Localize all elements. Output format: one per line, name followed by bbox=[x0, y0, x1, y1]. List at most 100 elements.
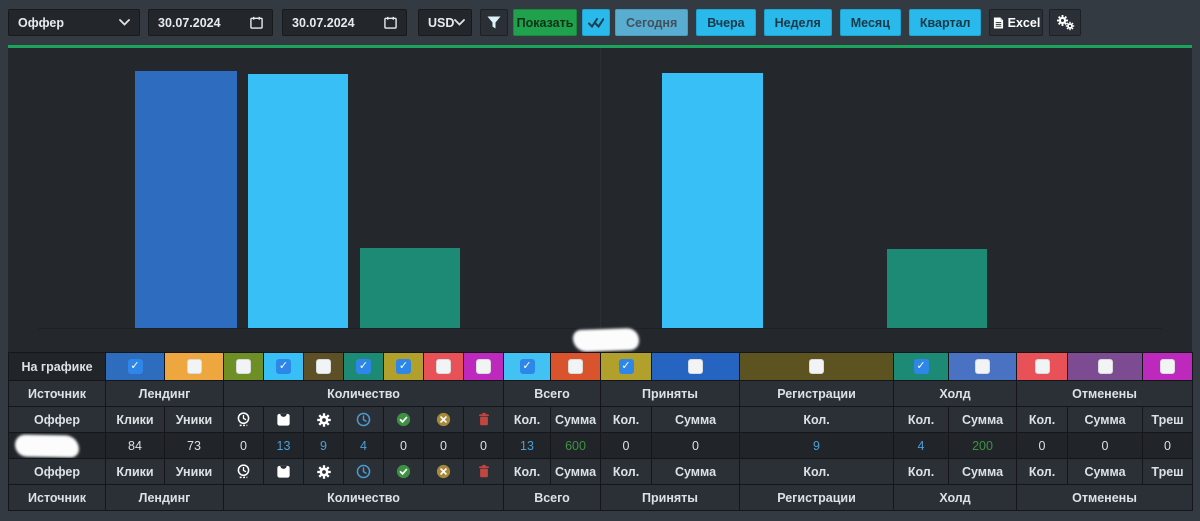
data-cell: 0 bbox=[1067, 432, 1143, 459]
chart-series-checkbox-cell[interactable] bbox=[223, 352, 264, 381]
chart-series-checkbox-cell[interactable] bbox=[1067, 352, 1143, 381]
approved-check-icon bbox=[395, 463, 412, 480]
offer-select[interactable]: Оффер bbox=[8, 9, 140, 36]
data-cell: 0 bbox=[651, 432, 740, 459]
chart-series-checkbox-cell[interactable] bbox=[651, 352, 740, 381]
calendar-icon bbox=[250, 16, 263, 29]
period-button-month[interactable]: Месяц bbox=[839, 9, 901, 36]
checkbox-checked[interactable]: ✓ bbox=[127, 359, 143, 375]
chart-series-checkbox-cell[interactable] bbox=[739, 352, 894, 381]
column-header: Оффер bbox=[8, 458, 106, 485]
group-header-приняты: Приняты bbox=[600, 380, 740, 407]
checkbox-unchecked[interactable] bbox=[236, 359, 251, 375]
period-button-today[interactable]: Сегодня bbox=[615, 9, 689, 36]
cancelled-cross-icon bbox=[435, 463, 452, 480]
chart-bar bbox=[662, 73, 763, 328]
date-to-input[interactable]: 30.07.2024 bbox=[282, 9, 407, 36]
excel-button-label: Excel bbox=[1007, 15, 1041, 30]
checkbox-checked[interactable]: ✓ bbox=[618, 359, 634, 375]
column-header: Сумма bbox=[651, 458, 740, 485]
chart-series-checkbox-cell[interactable] bbox=[550, 352, 601, 381]
column-header-approved-check bbox=[383, 406, 424, 433]
chart-series-checkbox-cell[interactable]: ✓ bbox=[600, 352, 652, 381]
chart-series-checkbox-cell[interactable] bbox=[303, 352, 344, 381]
show-button[interactable]: Показать bbox=[513, 9, 577, 36]
cancelled-cross-icon bbox=[435, 411, 452, 428]
column-header: Сумма bbox=[1067, 458, 1143, 485]
chart-series-checkbox-cell[interactable]: ✓ bbox=[503, 352, 551, 381]
data-cell: 9 bbox=[303, 432, 344, 459]
checkbox-unchecked[interactable] bbox=[316, 359, 331, 375]
chart-bar bbox=[360, 248, 460, 328]
chart-series-checkbox-cell[interactable] bbox=[164, 352, 224, 381]
checkbox-unchecked[interactable] bbox=[476, 359, 491, 375]
column-header-pending-clock bbox=[223, 406, 264, 433]
data-cell: 73 bbox=[164, 432, 224, 459]
group-header-холд: Холд bbox=[893, 380, 1017, 407]
data-cell: 4 bbox=[343, 432, 384, 459]
pending-clock-icon bbox=[235, 463, 252, 480]
chart-series-checkbox-cell[interactable] bbox=[423, 352, 464, 381]
data-cell: 84 bbox=[105, 432, 165, 459]
date-from-input[interactable]: 30.07.2024 bbox=[148, 9, 273, 36]
checkbox-unchecked[interactable] bbox=[186, 359, 202, 375]
chart-series-checkbox-cell[interactable]: ✓ bbox=[893, 352, 949, 381]
checkbox-unchecked[interactable] bbox=[975, 359, 990, 375]
inbox-icon bbox=[275, 411, 292, 428]
column-header: Кол. bbox=[893, 406, 949, 433]
checkbox-unchecked[interactable] bbox=[568, 359, 583, 375]
toolbar: Оффер 30.07.2024 30.07.2024 USD bbox=[0, 0, 1200, 45]
checkbox-unchecked[interactable] bbox=[1160, 359, 1175, 375]
chart-series-checkbox-cell[interactable] bbox=[948, 352, 1017, 381]
stats-table: На графике ✓ ✓ ✓ ✓ ✓ ✓ ✓ Источник Лендинг Количест… bbox=[8, 352, 1193, 511]
column-header: Кол. bbox=[503, 458, 551, 485]
column-header: Треш bbox=[1142, 458, 1193, 485]
column-header-inbox bbox=[263, 458, 304, 485]
checkbox-unchecked[interactable] bbox=[1097, 359, 1113, 375]
checkbox-checked[interactable]: ✓ bbox=[396, 359, 411, 375]
checkbox-checked[interactable]: ✓ bbox=[519, 359, 535, 375]
date-to-value: 30.07.2024 bbox=[292, 15, 355, 30]
chart-series-checkbox-cell[interactable]: ✓ bbox=[343, 352, 384, 381]
column-header: Кол. bbox=[600, 458, 652, 485]
apply-all-button[interactable] bbox=[582, 9, 610, 36]
period-button-yesterday[interactable]: Вчера bbox=[696, 9, 756, 36]
data-cell: 200 bbox=[948, 432, 1017, 459]
checkbox-checked[interactable]: ✓ bbox=[356, 359, 371, 375]
calendar-icon bbox=[384, 16, 397, 29]
censored-category-label bbox=[572, 327, 640, 353]
checkbox-unchecked[interactable] bbox=[688, 359, 703, 375]
chart-series-checkbox-cell[interactable] bbox=[1142, 352, 1193, 381]
period-button-week[interactable]: Неделя bbox=[763, 9, 832, 36]
column-header: Кол. bbox=[893, 458, 949, 485]
chart-series-checkbox-cell[interactable]: ✓ bbox=[383, 352, 424, 381]
group-header-приняты: Приняты bbox=[600, 484, 740, 511]
group-header-отменены: Отменены bbox=[1016, 484, 1193, 511]
group-header-холд: Холд bbox=[893, 484, 1017, 511]
column-header: Треш bbox=[1142, 406, 1193, 433]
checkbox-checked[interactable]: ✓ bbox=[913, 359, 929, 375]
chart-series-checkbox-cell[interactable] bbox=[463, 352, 504, 381]
currency-select[interactable]: USD bbox=[418, 9, 472, 36]
chart-series-checkbox-cell[interactable]: ✓ bbox=[105, 352, 165, 381]
group-header-отменены: Отменены bbox=[1016, 380, 1193, 407]
column-header: Уники bbox=[164, 406, 224, 433]
column-header: Кол. bbox=[1016, 406, 1068, 433]
column-header-inbox bbox=[263, 406, 304, 433]
period-button-quarter[interactable]: Квартал bbox=[908, 9, 982, 36]
chart-divider-line bbox=[600, 48, 601, 328]
checkbox-unchecked[interactable] bbox=[436, 359, 451, 375]
column-header-hold-clock bbox=[343, 406, 384, 433]
checkbox-unchecked[interactable] bbox=[809, 359, 824, 375]
chart-panel bbox=[8, 45, 1192, 353]
data-cell: 600 bbox=[550, 432, 601, 459]
column-header: Сумма bbox=[550, 406, 601, 433]
filter-button[interactable] bbox=[480, 9, 508, 36]
checkbox-checked[interactable]: ✓ bbox=[276, 359, 291, 375]
checkbox-unchecked[interactable] bbox=[1034, 359, 1050, 375]
chart-series-checkbox-cell[interactable] bbox=[1016, 352, 1068, 381]
settings-button[interactable] bbox=[1049, 9, 1082, 36]
gear-icon bbox=[316, 464, 332, 480]
chart-series-checkbox-cell[interactable]: ✓ bbox=[263, 352, 304, 381]
excel-export-button[interactable]: Excel bbox=[989, 9, 1044, 36]
